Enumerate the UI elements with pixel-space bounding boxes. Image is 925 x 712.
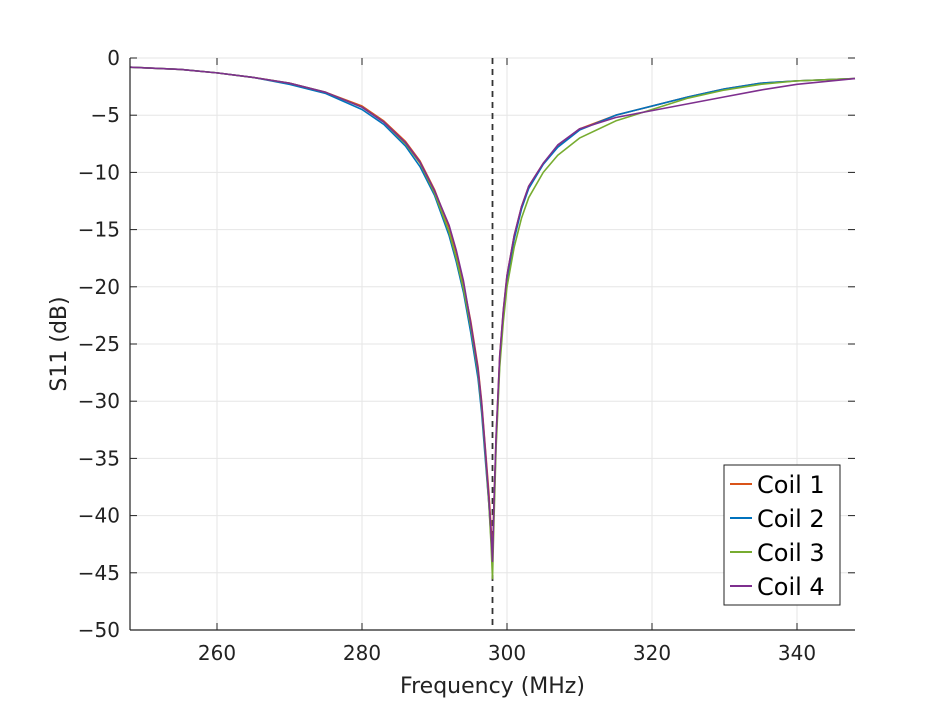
y-tick-label: −35 xyxy=(78,446,120,470)
y-tick-label: −30 xyxy=(78,389,120,413)
y-tick-label: −15 xyxy=(78,218,120,242)
x-tick-label: 320 xyxy=(633,641,671,665)
x-tick-label: 280 xyxy=(343,641,381,665)
tick-labels-layer: 260 280 300 320 340 0 −5 −10 −15 −20 −25 −30 −35 −40 −… xyxy=(78,46,816,665)
y-axis-title: S11 (dB) xyxy=(47,296,72,391)
legend-label: Coil 4 xyxy=(757,573,825,601)
legend: Coil 1 Coil 2 Coil 3 Coil 4 xyxy=(723,464,841,606)
y-tick-label: −45 xyxy=(78,561,120,585)
legend-label: Coil 1 xyxy=(757,471,825,499)
y-tick-label: −40 xyxy=(78,504,120,528)
x-tick-label: 300 xyxy=(488,641,526,665)
y-tick-label: 0 xyxy=(107,46,120,70)
y-tick-label: −50 xyxy=(78,618,120,642)
y-tick-label: −10 xyxy=(78,160,120,184)
series-line-coil-4 xyxy=(129,66,856,563)
legend-box xyxy=(723,464,841,606)
series-layer xyxy=(129,66,856,580)
x-tick-label: 260 xyxy=(198,641,236,665)
y-tick-label: −25 xyxy=(78,332,120,356)
x-tick-label: 340 xyxy=(778,641,816,665)
legend-label: Coil 2 xyxy=(757,505,825,533)
legend-label: Coil 3 xyxy=(757,539,825,567)
y-tick-label: −5 xyxy=(91,103,120,127)
x-axis-title: Frequency (MHz) xyxy=(400,674,585,699)
y-tick-label: −20 xyxy=(78,275,120,299)
axes-layer xyxy=(129,57,855,631)
